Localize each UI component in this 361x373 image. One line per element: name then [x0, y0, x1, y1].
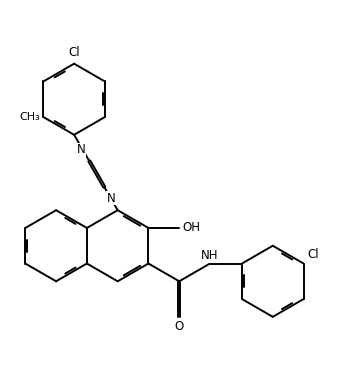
Text: N: N: [107, 192, 116, 205]
Text: OH: OH: [182, 222, 200, 235]
Text: Cl: Cl: [68, 46, 80, 59]
Text: N: N: [77, 143, 86, 156]
Text: Cl: Cl: [307, 248, 319, 261]
Text: O: O: [175, 320, 184, 333]
Text: CH₃: CH₃: [19, 112, 40, 122]
Text: NH: NH: [201, 249, 219, 262]
